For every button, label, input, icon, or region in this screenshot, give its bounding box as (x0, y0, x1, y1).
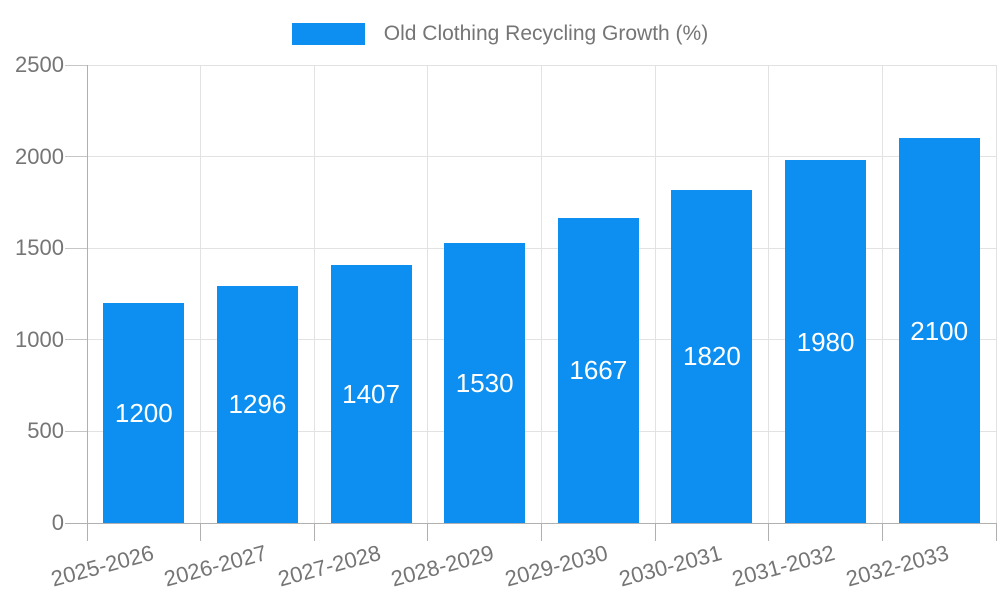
bar-value-label: 1407 (342, 379, 400, 410)
x-tick (427, 523, 429, 541)
bar[interactable]: 1296 (216, 285, 298, 523)
y-axis-label: 500 (27, 418, 64, 444)
bar-value-label: 1667 (569, 355, 628, 386)
x-axis-line (65, 522, 996, 524)
y-tick (65, 247, 87, 249)
x-axis-label: 2026-2027 (161, 540, 270, 592)
v-gridline (541, 65, 542, 523)
bar[interactable]: 2100 (898, 138, 980, 523)
x-tick (86, 523, 88, 541)
bar[interactable]: 1980 (785, 160, 867, 523)
x-tick (881, 523, 883, 541)
v-gridline (995, 65, 997, 523)
y-axis-label: 1500 (15, 235, 64, 261)
x-tick (313, 523, 315, 541)
x-axis-label: 2029-2030 (502, 540, 611, 592)
x-axis-label: 2028-2029 (388, 540, 497, 592)
v-gridline (768, 65, 770, 523)
y-axis-label: 0 (51, 510, 64, 535)
y-tick (65, 156, 87, 158)
bar-value-label: 2100 (910, 315, 969, 346)
x-axis-label: 2031-2032 (729, 540, 838, 592)
y-tick (65, 339, 87, 341)
legend-label: Old Clothing Recycling Growth (%) (383, 22, 709, 45)
x-tick (654, 523, 656, 541)
bar-value-label: 1980 (796, 326, 855, 357)
v-gridline (200, 65, 202, 523)
y-axis-label: 2500 (15, 52, 64, 77)
y-axis-line (86, 65, 88, 523)
x-axis-label: 2032-2033 (843, 540, 952, 592)
bar-value-label: 1820 (683, 341, 741, 372)
x-axis-label: 2027-2028 (275, 540, 384, 592)
bar-value-label: 1296 (228, 389, 287, 420)
legend-swatch (291, 23, 365, 45)
x-tick (541, 523, 542, 541)
bar[interactable]: 1530 (444, 242, 526, 523)
bar-value-label: 1530 (455, 367, 514, 398)
bar-value-label: 1200 (114, 398, 173, 429)
x-axis-label: 2025-2026 (47, 540, 157, 592)
legend: Old Clothing Recycling Growth (%) (0, 22, 1000, 45)
v-gridline (313, 65, 315, 523)
bar[interactable]: 1200 (103, 303, 185, 523)
x-tick (995, 523, 997, 541)
x-axis-label: 2030-2031 (616, 540, 725, 592)
x-tick (200, 523, 202, 541)
y-tick (65, 430, 87, 432)
bar[interactable]: 1820 (671, 189, 753, 523)
bar[interactable]: 1407 (330, 265, 412, 523)
v-gridline (881, 65, 883, 523)
bar[interactable]: 1667 (557, 217, 639, 523)
y-tick (65, 64, 87, 66)
y-axis-label: 1000 (15, 326, 64, 352)
v-gridline (654, 65, 656, 523)
v-gridline (427, 65, 429, 523)
y-axis-label: 2000 (15, 143, 64, 169)
x-tick (768, 523, 770, 541)
